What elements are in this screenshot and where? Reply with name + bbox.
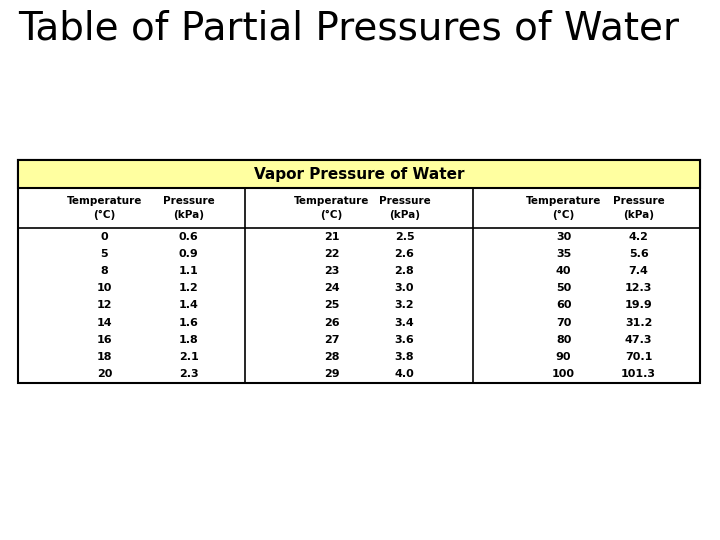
Text: 19.9: 19.9 <box>625 300 652 310</box>
Text: 4.0: 4.0 <box>395 369 414 380</box>
Text: 0.6: 0.6 <box>179 232 199 241</box>
Text: 1.8: 1.8 <box>179 335 199 345</box>
Text: 3.2: 3.2 <box>395 300 414 310</box>
Text: 0.9: 0.9 <box>179 249 199 259</box>
Text: 24: 24 <box>324 284 340 293</box>
Text: 31.2: 31.2 <box>625 318 652 328</box>
Text: Pressure
(kPa): Pressure (kPa) <box>613 197 665 220</box>
Text: Temperature
(°C): Temperature (°C) <box>526 197 601 220</box>
Text: 28: 28 <box>324 352 339 362</box>
Text: 18: 18 <box>96 352 112 362</box>
Text: 23: 23 <box>324 266 339 276</box>
Text: 27: 27 <box>324 335 339 345</box>
Text: 30: 30 <box>556 232 571 241</box>
Text: 2.8: 2.8 <box>395 266 414 276</box>
Text: 25: 25 <box>324 300 339 310</box>
Text: 50: 50 <box>556 284 571 293</box>
Text: 14: 14 <box>96 318 112 328</box>
Text: 21: 21 <box>324 232 339 241</box>
Text: 2.5: 2.5 <box>395 232 414 241</box>
Text: 26: 26 <box>324 318 340 328</box>
Text: 101.3: 101.3 <box>621 369 656 380</box>
Text: 8: 8 <box>101 266 108 276</box>
Text: 2.1: 2.1 <box>179 352 199 362</box>
Text: 35: 35 <box>556 249 571 259</box>
Text: 40: 40 <box>556 266 572 276</box>
Text: 1.6: 1.6 <box>179 318 199 328</box>
Text: 5.6: 5.6 <box>629 249 649 259</box>
Text: 29: 29 <box>324 369 340 380</box>
Text: 12: 12 <box>96 300 112 310</box>
Text: 20: 20 <box>96 369 112 380</box>
Text: 4.2: 4.2 <box>629 232 649 241</box>
Text: 22: 22 <box>324 249 339 259</box>
Text: 16: 16 <box>96 335 112 345</box>
Text: 100: 100 <box>552 369 575 380</box>
Text: 2.6: 2.6 <box>395 249 415 259</box>
Text: Table of Partial Pressures of Water: Table of Partial Pressures of Water <box>18 10 679 48</box>
Text: 10: 10 <box>96 284 112 293</box>
Text: Temperature
(°C): Temperature (°C) <box>294 197 369 220</box>
Text: 7.4: 7.4 <box>629 266 649 276</box>
Text: 1.2: 1.2 <box>179 284 199 293</box>
Text: Temperature
(°C): Temperature (°C) <box>67 197 142 220</box>
Text: 3.6: 3.6 <box>395 335 414 345</box>
Text: 3.0: 3.0 <box>395 284 414 293</box>
Text: 60: 60 <box>556 300 572 310</box>
Text: 2.3: 2.3 <box>179 369 198 380</box>
Text: Pressure
(kPa): Pressure (kPa) <box>163 197 215 220</box>
Text: 70: 70 <box>556 318 571 328</box>
Text: 1.4: 1.4 <box>179 300 199 310</box>
Text: 12.3: 12.3 <box>625 284 652 293</box>
Text: 1.1: 1.1 <box>179 266 199 276</box>
Text: 47.3: 47.3 <box>625 335 652 345</box>
Text: 5: 5 <box>101 249 108 259</box>
Text: Pressure
(kPa): Pressure (kPa) <box>379 197 431 220</box>
Text: 0: 0 <box>101 232 108 241</box>
Text: 80: 80 <box>556 335 571 345</box>
Text: 90: 90 <box>556 352 572 362</box>
Text: 3.4: 3.4 <box>395 318 414 328</box>
Text: 70.1: 70.1 <box>625 352 652 362</box>
Text: Vapor Pressure of Water: Vapor Pressure of Water <box>253 166 464 181</box>
Text: 3.8: 3.8 <box>395 352 414 362</box>
